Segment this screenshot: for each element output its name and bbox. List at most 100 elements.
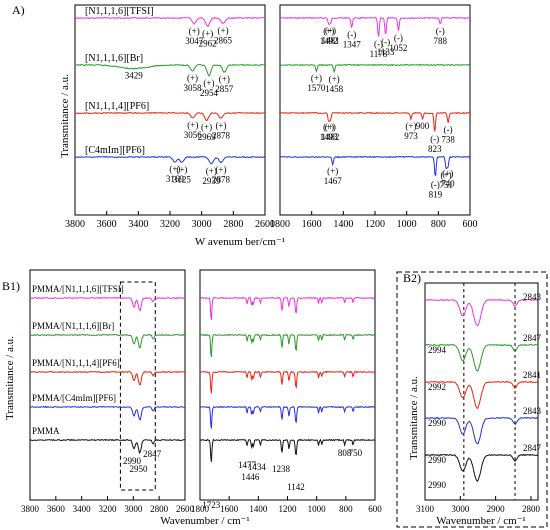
peak-label: 973 [404, 131, 418, 141]
peak-label: 2990 [428, 418, 447, 428]
peak-label: (+) [311, 73, 322, 83]
series-name: PMMA/[N1,1,1,6][TFSI] [32, 284, 124, 294]
series-name: PMMA/[N1,1,1,4][PF6] [32, 358, 120, 368]
peak-label: 2969 [198, 132, 217, 142]
x-tick-label: 3100 [416, 504, 435, 514]
peak-label: (+) [201, 122, 212, 132]
peak-label: 3047 [185, 36, 204, 46]
x-tick-label: 600 [368, 504, 382, 514]
peak-label: (+) [405, 121, 416, 131]
x-tick-label: 2600 [255, 219, 275, 230]
peak-label: 2992 [428, 382, 446, 392]
peak-label: 1178 [370, 49, 388, 59]
peak-label: (+) [206, 166, 217, 176]
series-line [74, 63, 266, 77]
peak-label: 1492 [320, 36, 338, 46]
x-tick-label: 3800 [21, 504, 40, 514]
series-line [199, 438, 375, 462]
x-tick-label: 3400 [128, 219, 148, 230]
x-tick-label: 2800 [150, 504, 169, 514]
peak-label: (+) [441, 170, 452, 180]
peak-label: 2878 [212, 174, 231, 184]
series-line [279, 16, 471, 37]
series-line [199, 370, 376, 394]
peak-label: 2954 [200, 88, 219, 98]
series-line [279, 111, 471, 132]
zoom-box [119, 281, 156, 491]
peak-label: (+) [325, 122, 336, 132]
peak-label: 3056 [184, 130, 203, 140]
x-tick-label: 3200 [99, 504, 118, 514]
peak-label: 823 [428, 144, 442, 154]
x-tick-label: 2900 [487, 504, 506, 514]
peak-label: (-) [430, 134, 439, 144]
peak-label: (-) [444, 125, 453, 135]
peak-label: (-) [436, 26, 445, 36]
panel-b2-ylabel: Transmitance / a.u. [408, 376, 420, 460]
peak-label: 1142 [287, 482, 305, 492]
series-name: [N1,1,1,4][PF6] [85, 101, 149, 112]
panel-a-label: A) [12, 3, 25, 17]
peak-label: 1446 [241, 472, 260, 482]
x-tick-label: 3000 [451, 504, 470, 514]
series-line [424, 298, 539, 327]
peak-label: 2939 [202, 176, 221, 186]
peak-label: 2865 [214, 35, 233, 45]
panel-b1-left-frame [29, 269, 186, 501]
peak-label: 2847 [143, 449, 162, 459]
x-tick-label: 3400 [73, 504, 92, 514]
peak-label: 751 [439, 180, 453, 190]
peak-label: (-) [431, 179, 440, 189]
peak-label: 2847 [523, 443, 542, 453]
peak-label: 1347 [343, 40, 362, 50]
peak-label: 900 [416, 121, 430, 131]
series-name: [N1,1,1,6][Br] [85, 53, 143, 64]
series-line [29, 296, 185, 312]
peak-label: (+) [219, 74, 230, 84]
peak-label: 3125 [173, 174, 192, 184]
x-tick-label: 1600 [302, 219, 322, 230]
series-line [425, 343, 539, 372]
peak-label: 738 [441, 135, 455, 145]
peak-label: 2843 [523, 406, 542, 416]
peak-label: (+) [187, 120, 198, 130]
peak-label: 1570 [307, 83, 326, 93]
peak-label: 3058 [183, 83, 202, 93]
peak-label: (-) [374, 39, 383, 49]
peak-label: (+) [215, 164, 226, 174]
x-tick-label: 2800 [223, 219, 243, 230]
peak-label: 808 [338, 448, 352, 458]
peak-label: 788 [433, 36, 447, 46]
peak-label: 1477 [238, 460, 257, 470]
series-line [279, 155, 471, 177]
panel-b1-ylabel: Transmitance / a.u. [4, 336, 16, 420]
peak-label: (+) [189, 26, 200, 36]
peak-label: 819 [429, 189, 443, 199]
peak-label: (-) [381, 37, 390, 47]
series-name: [N1,1,1,6][TFSI] [85, 6, 154, 17]
peak-label: (+) [323, 122, 334, 132]
x-tick-label: 1400 [333, 219, 353, 230]
x-tick-label: 3000 [192, 219, 212, 230]
panel-b2-frame [424, 282, 539, 501]
peak-label: 2843 [523, 292, 542, 302]
series-name: PMMA/[N1,1,1,6][Br] [32, 321, 114, 331]
peak-label: 740 [441, 179, 455, 189]
peak-label: (+) [169, 164, 180, 174]
peak-label: (+) [442, 169, 453, 179]
peak-label: 1481 [322, 35, 340, 45]
peak-label: (+) [218, 25, 229, 35]
x-tick-label: 1200 [365, 219, 385, 230]
series-line [424, 416, 539, 445]
peak-label: 2857 [215, 84, 234, 94]
peak-label: 1238 [272, 464, 291, 474]
x-tick-label: 1000 [308, 504, 327, 514]
peak-label: 2841 [523, 370, 541, 380]
x-tick-label: 3000 [124, 504, 143, 514]
panel-b2-label: B2) [403, 271, 421, 285]
x-tick-label: 3800 [65, 219, 85, 230]
peak-label: 1482 [321, 132, 339, 142]
x-tick-label: 3600 [47, 504, 66, 514]
series-line [199, 333, 376, 358]
peak-label: (+) [203, 78, 214, 88]
